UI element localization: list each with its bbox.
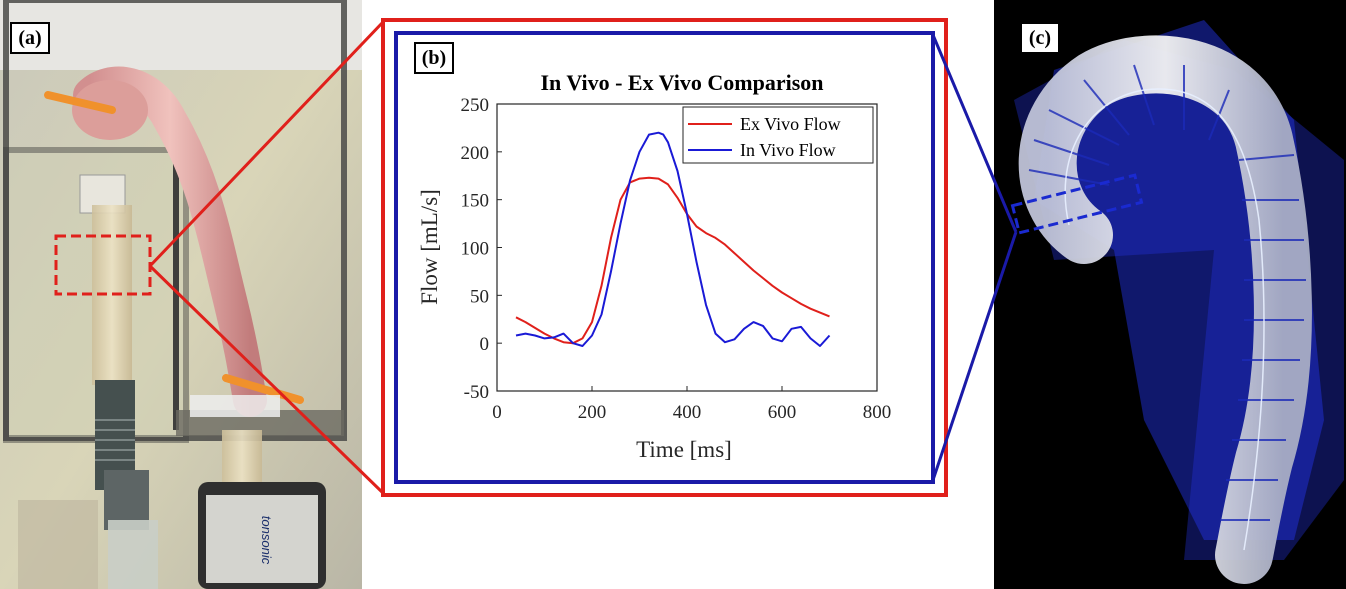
x-tick-label: 600 bbox=[768, 402, 797, 423]
y-tick-label: 250 bbox=[461, 95, 490, 116]
aorta-render-illustration bbox=[994, 0, 1346, 589]
y-tick-label: 0 bbox=[480, 334, 490, 355]
x-tick-label: 0 bbox=[492, 402, 502, 423]
x-tick-label: 800 bbox=[863, 402, 892, 423]
chart-title: In Vivo - Ex Vivo Comparison bbox=[541, 70, 824, 95]
legend-label: Ex Vivo Flow bbox=[740, 114, 841, 134]
y-tick-label: 50 bbox=[470, 286, 489, 307]
x-tick-label: 200 bbox=[578, 402, 607, 423]
y-axis-label: Flow [mL/s] bbox=[417, 189, 442, 305]
x-tick-label: 400 bbox=[673, 402, 702, 423]
legend-box bbox=[682, 106, 874, 164]
panel-label-b: (b) bbox=[414, 42, 454, 74]
legend: Ex Vivo Flow In Vivo Flow bbox=[682, 106, 874, 164]
y-tick-label: 150 bbox=[461, 191, 490, 212]
y-tick-label: 200 bbox=[461, 143, 490, 164]
x-axis-label: Time [ms] bbox=[636, 437, 732, 462]
y-tick-label: 100 bbox=[461, 239, 490, 260]
panel-label-c: (c) bbox=[1020, 22, 1060, 54]
legend-label: In Vivo Flow bbox=[740, 140, 836, 160]
panel-label-a: (a) bbox=[10, 22, 50, 54]
series-line-ex-vivo-flow bbox=[515, 176, 830, 345]
series-line-in-vivo-flow bbox=[515, 131, 831, 347]
device-brand-label: tonsonic bbox=[259, 516, 274, 565]
y-tick-label: -50 bbox=[464, 382, 489, 403]
aorta-3d-render bbox=[994, 0, 1346, 589]
